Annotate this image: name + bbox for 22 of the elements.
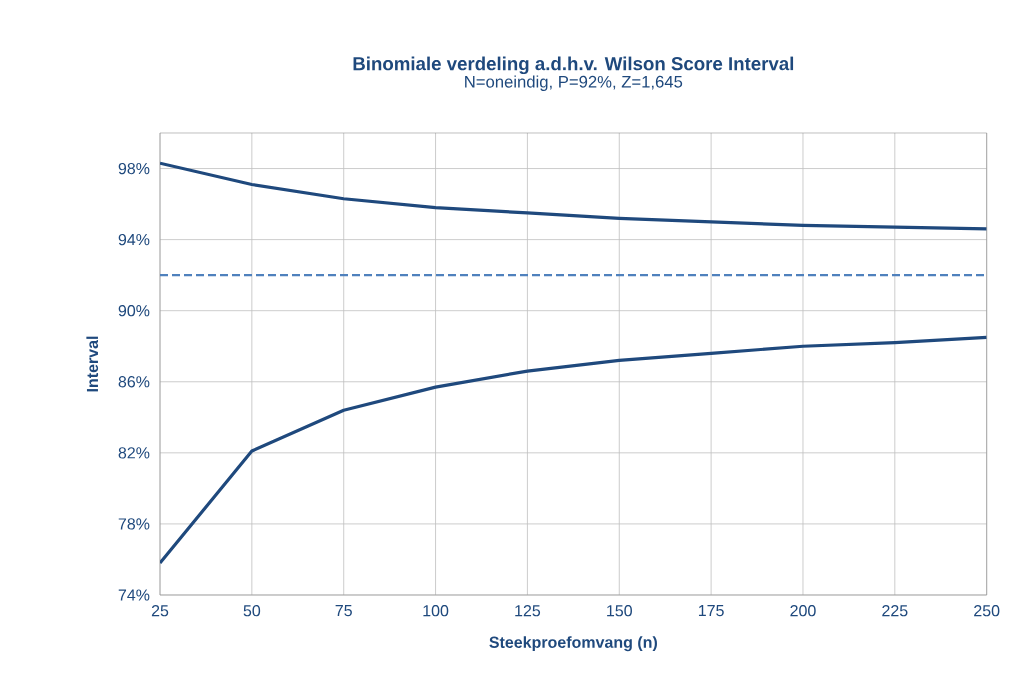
x-tick-label: 250 [974,605,1000,617]
x-tick-label: 125 [515,605,541,617]
y-tick-label: 98% [118,162,150,175]
x-tick-label: 50 [243,605,261,617]
x-tick-label: 25 [151,605,169,617]
line-series [160,335,987,565]
x-tick-label: 225 [882,605,908,617]
x-tick-label: 100 [423,605,449,617]
y-tick-label: 82% [118,447,150,459]
x-tick-label: 150 [607,605,632,617]
x-tick-label: 175 [698,605,724,617]
y-axis-title: Interval [86,336,99,392]
y-tick-label: 94% [118,233,150,246]
y-tick-label: 78% [118,518,150,530]
y-tick-label: 90% [118,305,150,317]
chart-subtitle: N=oneindig, P=92%, Z=1,645 [465,75,683,91]
x-axis-title: Steekproefomvang (n) [489,636,657,652]
y-tick-label: 74% [118,589,150,601]
x-tick-label: 75 [335,605,352,617]
chart-title: Binomiale verdeling a.d.h.v. Wilson Score Interval [353,56,794,75]
y-tick-label: 86% [118,376,150,388]
x-tick-label: 200 [790,605,816,617]
